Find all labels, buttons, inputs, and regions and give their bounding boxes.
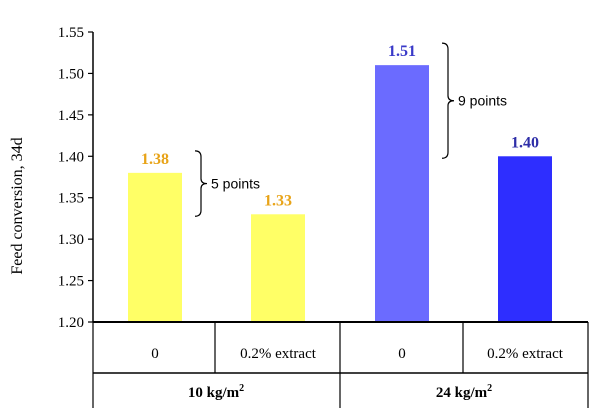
x-group-label-text: 24 kg/m [436,385,488,401]
difference-bracket [194,150,208,217]
bar [128,172,182,322]
x-group-label-superscript: 2 [239,383,244,394]
x-category-label: 0 [151,346,159,362]
bar [375,65,429,323]
x-group-label-superscript: 2 [487,383,492,394]
bar [498,156,552,322]
difference-bracket-label: 9 points [458,93,507,109]
difference-brackets: 5 points 9 points [194,42,507,217]
x-group-label: 24 kg/m2 [436,383,492,401]
bar-value-label: 1.51 [388,43,416,60]
x-group-label: 10 kg/m2 [188,383,244,401]
y-tick-label: 1.40 [58,149,84,165]
y-tick-label: 1.30 [58,232,84,248]
y-tick-label: 1.20 [58,315,84,331]
y-tick-label: 1.35 [58,191,84,207]
difference-bracket [441,42,455,159]
x-category-label: 0.2% extract [240,346,317,362]
bar-value-label: 1.38 [141,151,169,168]
x-category-label: 0.2% extract [487,346,564,362]
bar [251,214,305,322]
bar-value-label: 1.40 [511,134,539,151]
y-axis: 1.20 1.25 1.30 1.35 1.40 1.45 1.50 1.55 [58,25,94,331]
y-tick-label: 1.50 [58,66,84,82]
y-axis-label: Feed conversion, 34d [9,137,26,274]
y-tick-label: 1.55 [58,25,84,41]
x-group-label-text: 10 kg/m [188,385,240,401]
difference-bracket-label: 5 points [211,176,260,192]
bars [128,65,552,323]
bar-value-label: 1.33 [264,192,292,209]
x-category-label: 0 [398,346,406,362]
value-labels: 1.38 1.33 1.51 1.40 [141,43,539,209]
y-tick-label: 1.45 [58,108,84,124]
y-tick-label: 1.25 [58,274,84,290]
